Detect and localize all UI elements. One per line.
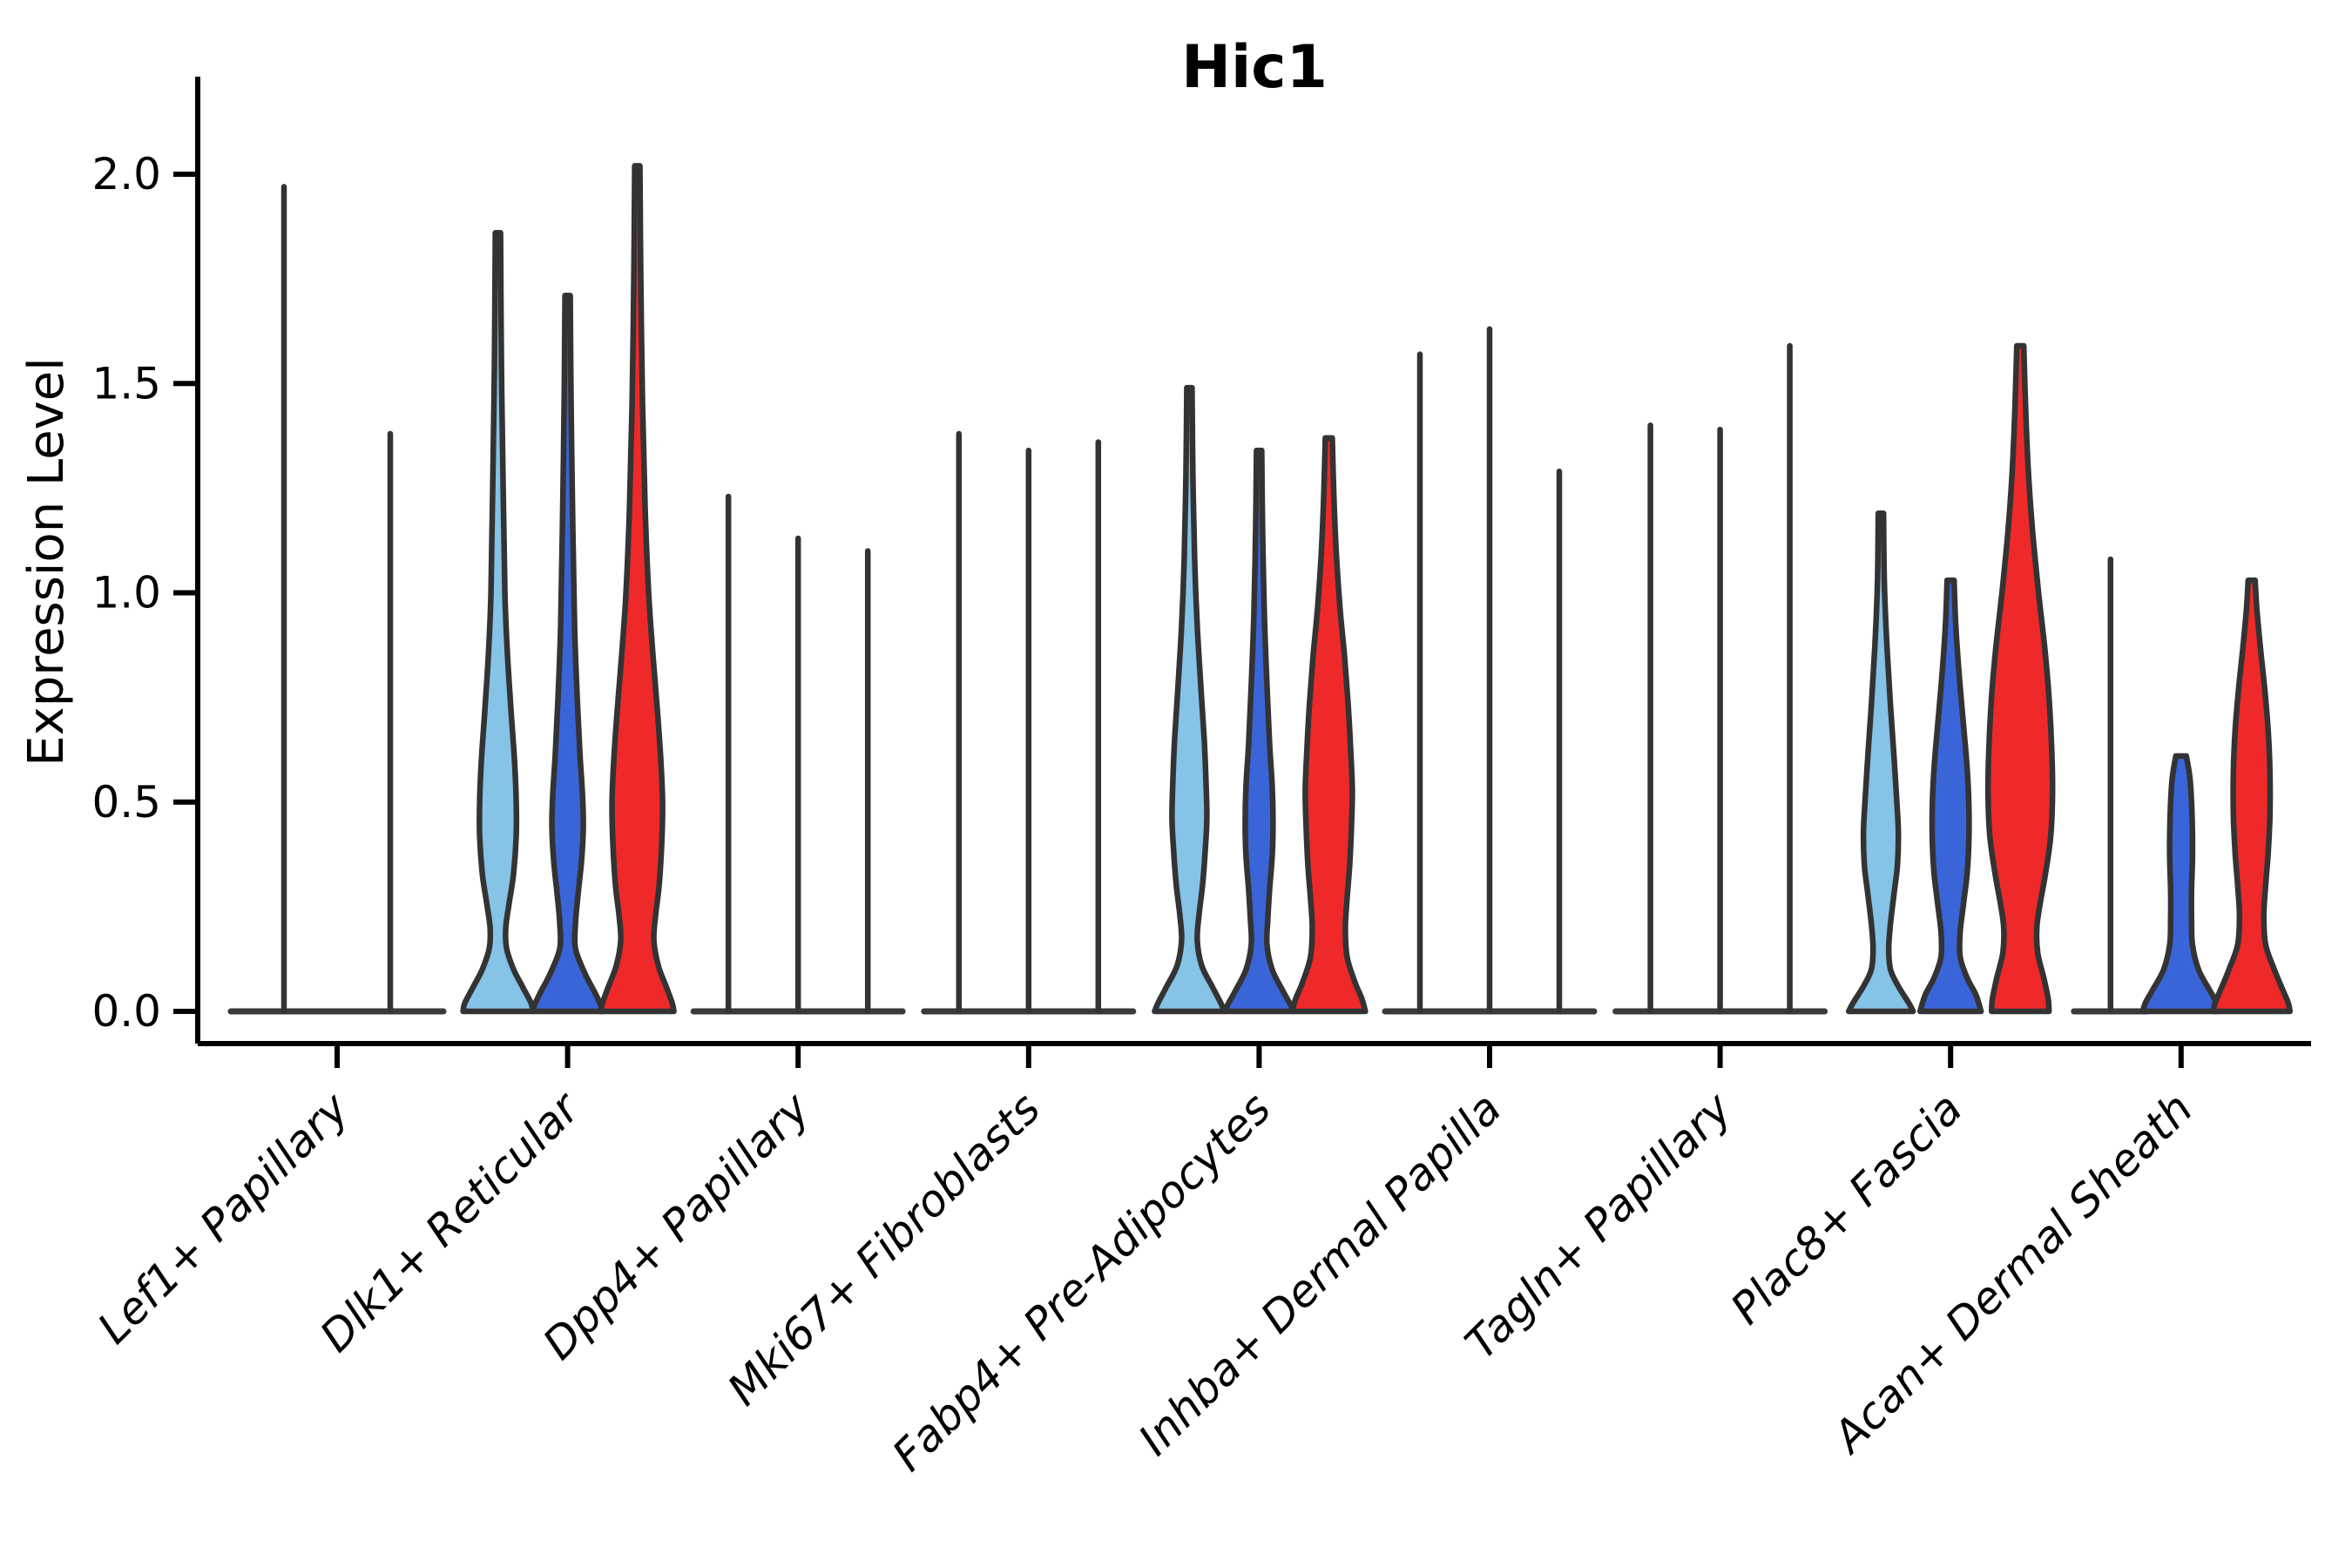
violin-plac8-fascia-red xyxy=(1984,342,2056,1015)
violin-dlk1-reticular-dark_blue xyxy=(530,293,605,1015)
violin-fabp4-pre-adipocytes-light_blue xyxy=(1152,384,1227,1015)
axes xyxy=(173,77,2311,1068)
x-tick-label-fabp4-pre-adipocytes: Fabp4+ Pre-Adipocytes xyxy=(882,1083,1281,1481)
y-tick-label-1: 0.5 xyxy=(91,777,161,828)
x-tick-label-lef1-papillary: Lef1+ Papillary xyxy=(88,1082,359,1353)
violin-fabp4-pre-adipocytes-red xyxy=(1289,435,1369,1015)
violin-acan-dermal-sheath-dark_blue xyxy=(2139,753,2223,1015)
x-tick-label-plac8-fascia: Plac8+ Fascia xyxy=(1721,1083,1972,1334)
violins xyxy=(280,163,2294,1015)
violin-fabp4-pre-adipocytes-dark_blue xyxy=(1221,447,1297,1015)
violin-dlk1-reticular-light_blue xyxy=(460,230,536,1015)
y-axis-label: Expression Level xyxy=(18,357,75,767)
y-tick-label-3: 1.5 xyxy=(91,358,161,409)
violin-acan-dermal-sheath-red xyxy=(2210,577,2294,1015)
violin-plac8-fascia-light_blue xyxy=(1845,510,1916,1015)
y-tick-label-0: 0.0 xyxy=(91,986,161,1037)
violin-plac8-fascia-dark_blue xyxy=(1916,577,1984,1015)
violin-dlk1-reticular-red xyxy=(598,163,677,1015)
y-tick-label-2: 1.0 xyxy=(91,568,161,618)
y-tick-label-4: 2.0 xyxy=(91,149,161,199)
chart-title: Hic1 xyxy=(1181,33,1328,102)
